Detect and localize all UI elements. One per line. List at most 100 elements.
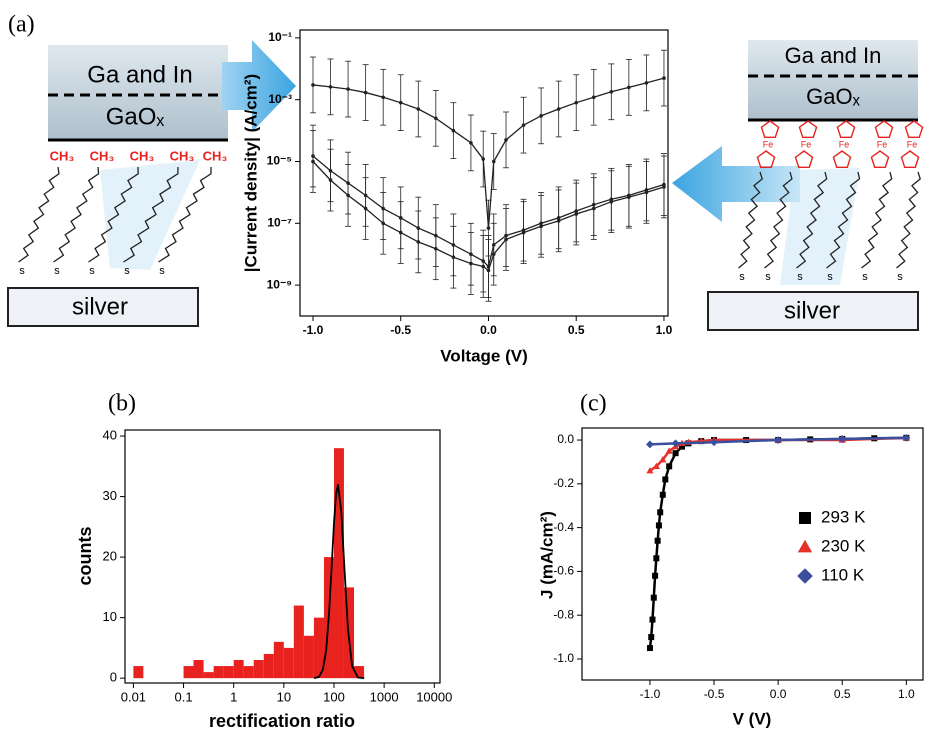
data-point (398, 230, 403, 235)
marker (659, 456, 667, 463)
ring (900, 150, 920, 168)
anchor-atom: s (797, 271, 803, 283)
x-tick-label: 0.0 (480, 323, 497, 337)
x-tick-label: 1.0 (656, 323, 673, 337)
data-point (481, 264, 486, 269)
end-group-label: CH₃ (130, 148, 155, 163)
marker (646, 440, 654, 449)
ring (798, 120, 818, 138)
data-point (469, 141, 473, 145)
x-tick-label: -0.5 (704, 687, 725, 701)
bar (283, 647, 294, 679)
bar (293, 605, 304, 679)
x-tick-label: -0.5 (390, 323, 411, 337)
bar (263, 653, 274, 679)
x-tick-label: 1 (230, 689, 237, 704)
data-point (486, 226, 491, 230)
data-point (556, 107, 561, 111)
legend-label: 293 K (821, 507, 866, 526)
metal-atom: Fe (763, 139, 774, 149)
alkyl-chain (896, 171, 921, 269)
oxide-label: GaOₓ (806, 84, 860, 109)
data-point (521, 123, 526, 127)
data-point (346, 87, 350, 91)
ring (832, 150, 852, 168)
arrow (222, 40, 296, 132)
anchor-atom: s (124, 265, 130, 277)
data-point (346, 193, 350, 198)
ring (874, 120, 894, 138)
x-tick-label: 0.1 (175, 689, 193, 704)
data-point (504, 138, 508, 142)
y-tick-label: -1.0 (553, 651, 574, 665)
data-point (556, 219, 561, 223)
marker (678, 443, 685, 450)
legend-label: 110 K (821, 565, 865, 584)
x-tick-label: 10000 (416, 689, 452, 704)
y-tick-label: 10⁻⁹ (267, 277, 292, 291)
metal-atom: Fe (877, 139, 888, 149)
metal-atom: Fe (801, 139, 812, 149)
y-tick-label: 10⁻⁷ (267, 215, 292, 229)
ring (904, 120, 924, 138)
bar (354, 666, 365, 679)
electrode-block (748, 40, 918, 120)
x-tick-label: 1.0 (898, 687, 915, 701)
end-group-label: CH₃ (50, 148, 75, 163)
bar (273, 641, 284, 679)
y-tick-label: 10⁻¹ (268, 30, 292, 44)
bar (213, 666, 224, 679)
y-tick-label: 10⁻³ (268, 92, 292, 106)
marker (653, 555, 660, 562)
marker (648, 634, 655, 641)
panel-label: (b) (108, 391, 136, 417)
panel-label: (c) (580, 391, 607, 417)
marker (672, 450, 679, 457)
ring (836, 120, 856, 138)
marker (654, 537, 661, 544)
data-point (381, 95, 385, 100)
x-tick-label: 1000 (370, 689, 399, 704)
data-point (434, 116, 438, 121)
ring (756, 150, 776, 168)
data-point (328, 178, 333, 182)
x-axis-title: V (V) (733, 709, 772, 728)
data-point (363, 90, 368, 95)
alkyl-chain (158, 167, 212, 263)
anchor-atom: s (739, 271, 745, 283)
marker (652, 572, 659, 579)
bar (303, 635, 314, 679)
metal-atom: Fe (907, 139, 918, 149)
data-point (491, 159, 496, 164)
y-tick-label: 0.0 (557, 432, 574, 446)
y-tick-label: -0.4 (553, 520, 574, 534)
data-point (662, 185, 666, 189)
marker (650, 594, 657, 601)
marker (646, 645, 653, 652)
y-axis-title: counts (75, 526, 95, 585)
data-point (521, 230, 526, 235)
data-point (644, 81, 649, 85)
y-tick-label: 20 (103, 549, 117, 564)
anchor-atom: s (159, 265, 165, 277)
data-point (491, 252, 496, 256)
bar (333, 448, 344, 679)
transport-wedge (100, 160, 200, 270)
substrate-label: silver (72, 293, 128, 320)
marker (902, 433, 911, 442)
bar (203, 672, 214, 679)
anchor-atom: s (765, 271, 771, 283)
data-point (644, 190, 649, 195)
marker (657, 509, 664, 516)
alkyl-chain (18, 166, 60, 263)
anchor-atom: s (54, 265, 60, 277)
marker (652, 462, 660, 470)
metal-label: Ga and In (87, 61, 192, 88)
marker (649, 616, 656, 623)
data-point (662, 76, 666, 80)
data-point (363, 206, 368, 211)
marker (710, 438, 718, 447)
x-tick-label: 100 (323, 689, 345, 704)
y-axis-title: J (mA/cm²) (537, 511, 556, 599)
